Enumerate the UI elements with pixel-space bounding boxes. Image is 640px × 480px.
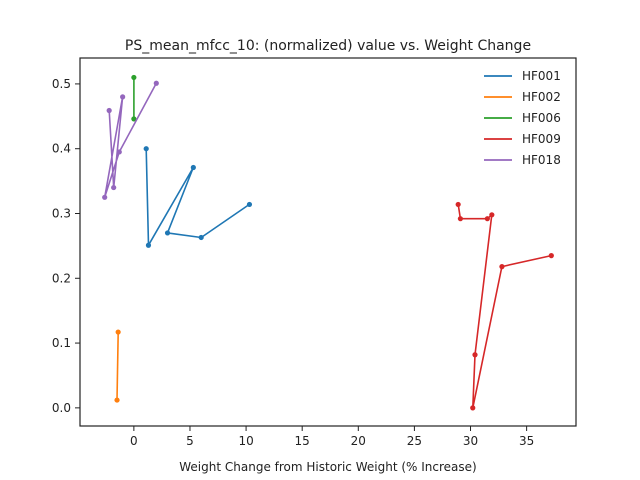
data-point-hf001 <box>164 230 171 236</box>
series-line-hf002 <box>116 332 119 401</box>
y-tick-label: 0.5 <box>52 77 71 91</box>
y-axis: 0.0 0.1 0.2 0.3 0.4 0.5 <box>52 77 80 415</box>
y-tick-label: 0.2 <box>52 271 71 285</box>
data-point-hf001 <box>145 242 152 248</box>
x-tick-label: 30 <box>463 434 478 448</box>
data-point-hf009 <box>484 216 490 222</box>
plot-data <box>102 74 554 411</box>
data-point-hf018 <box>116 149 122 155</box>
data-point-hf002 <box>115 329 121 335</box>
data-point-hf009 <box>472 352 478 358</box>
data-point-hf009 <box>548 253 554 259</box>
y-tick-label: 0.0 <box>52 401 71 415</box>
data-point-hf001 <box>143 146 149 152</box>
data-point-hf009 <box>470 405 476 411</box>
data-point-hf009 <box>457 216 464 222</box>
x-tick-label: 15 <box>295 434 310 448</box>
x-axis: 0 5 10 15 20 25 30 35 <box>130 426 534 448</box>
data-point-hf009 <box>455 201 461 208</box>
plot-frame <box>79 57 577 427</box>
y-tick-label: 0.1 <box>52 336 71 350</box>
legend: HF001 HF002 HF006 HF009 HF018 <box>484 69 561 167</box>
chart-title: PS_mean_mfcc_10: (normalized) value vs. … <box>125 38 531 54</box>
data-point-hf009 <box>489 212 495 218</box>
x-tick-label: 0 <box>130 434 138 448</box>
x-tick-label: 10 <box>238 434 253 448</box>
data-point-hf018 <box>111 184 117 191</box>
data-point-hf018 <box>153 80 159 86</box>
y-tick-label: 0.4 <box>52 142 71 156</box>
x-axis-label: Weight Change from Historic Weight (% In… <box>179 460 476 474</box>
data-point-hf018 <box>120 94 126 100</box>
legend-label: HF018 <box>522 153 561 167</box>
data-point-hf006 <box>131 74 137 81</box>
x-tick-label: 5 <box>186 434 194 448</box>
x-tick-label: 20 <box>351 434 366 448</box>
legend-label: HF002 <box>522 90 561 104</box>
data-point-hf018 <box>106 107 112 114</box>
x-tick-label: 35 <box>519 434 534 448</box>
y-tick-label: 0.3 <box>52 206 71 220</box>
data-point-hf006 <box>131 116 137 122</box>
data-point-hf002 <box>114 397 120 403</box>
series-line-hf018 <box>103 82 158 199</box>
data-point-hf001 <box>246 201 253 208</box>
data-point-hf001 <box>198 234 204 241</box>
data-point-hf009 <box>499 264 505 270</box>
data-point-hf018 <box>102 194 108 200</box>
data-point-hf001 <box>190 164 196 171</box>
series-line-hf001 <box>145 148 250 246</box>
x-tick-label: 25 <box>407 434 422 448</box>
legend-label: HF009 <box>522 132 561 146</box>
legend-label: HF001 <box>522 69 561 83</box>
legend-label: HF006 <box>522 111 561 125</box>
series-line-hf009 <box>457 204 552 409</box>
